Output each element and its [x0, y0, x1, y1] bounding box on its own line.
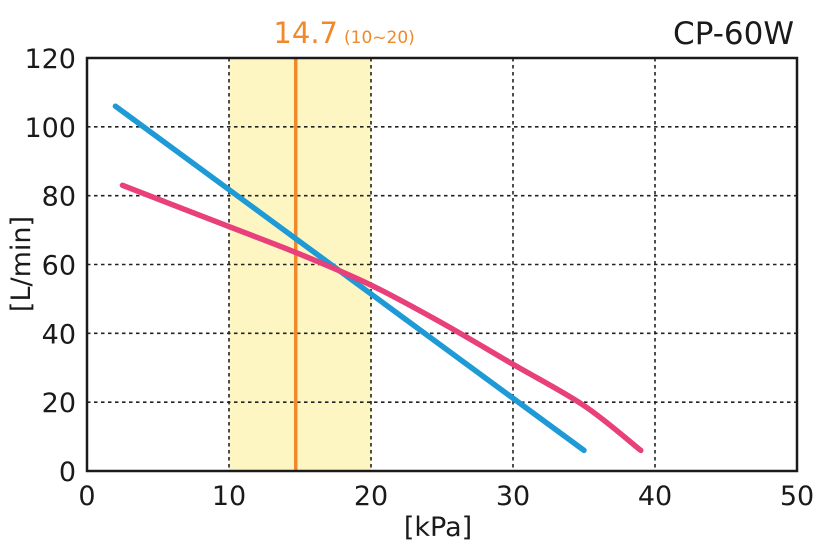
y-tick-label: 20 [42, 388, 76, 419]
x-tick-labels: 0 10 20 30 40 50 [78, 481, 814, 512]
y-tick-labels: 0 20 40 60 80 100 120 [24, 44, 76, 488]
x-axis-title: [kPa] [404, 512, 472, 543]
x-tick-label: 40 [638, 481, 672, 512]
x-tick-label: 20 [354, 481, 388, 512]
x-tick-label: 50 [780, 481, 814, 512]
gridlines [87, 58, 797, 471]
y-tick-label: 60 [42, 251, 76, 282]
y-tick-label: 80 [42, 182, 76, 213]
y-tick-label: 40 [42, 319, 76, 350]
marker-range-label: (10~20) [344, 28, 415, 48]
x-tick-label: 30 [496, 481, 530, 512]
y-axis-title: [L/min] [6, 216, 37, 312]
series-line-1 [112, 103, 587, 454]
x-tick-label: 10 [212, 481, 246, 512]
x-tick-label: 0 [78, 481, 95, 512]
y-tick-label: 100 [24, 113, 76, 144]
series-layer [112, 103, 644, 454]
model-title: CP-60W [673, 16, 794, 52]
series-line-2 [119, 182, 644, 454]
plot-frame [85, 56, 799, 473]
marker-label: 14.7 [273, 16, 338, 50]
y-tick-label: 0 [59, 457, 76, 488]
y-tick-label: 120 [24, 44, 76, 75]
marker-value: 14.7 [273, 16, 338, 50]
